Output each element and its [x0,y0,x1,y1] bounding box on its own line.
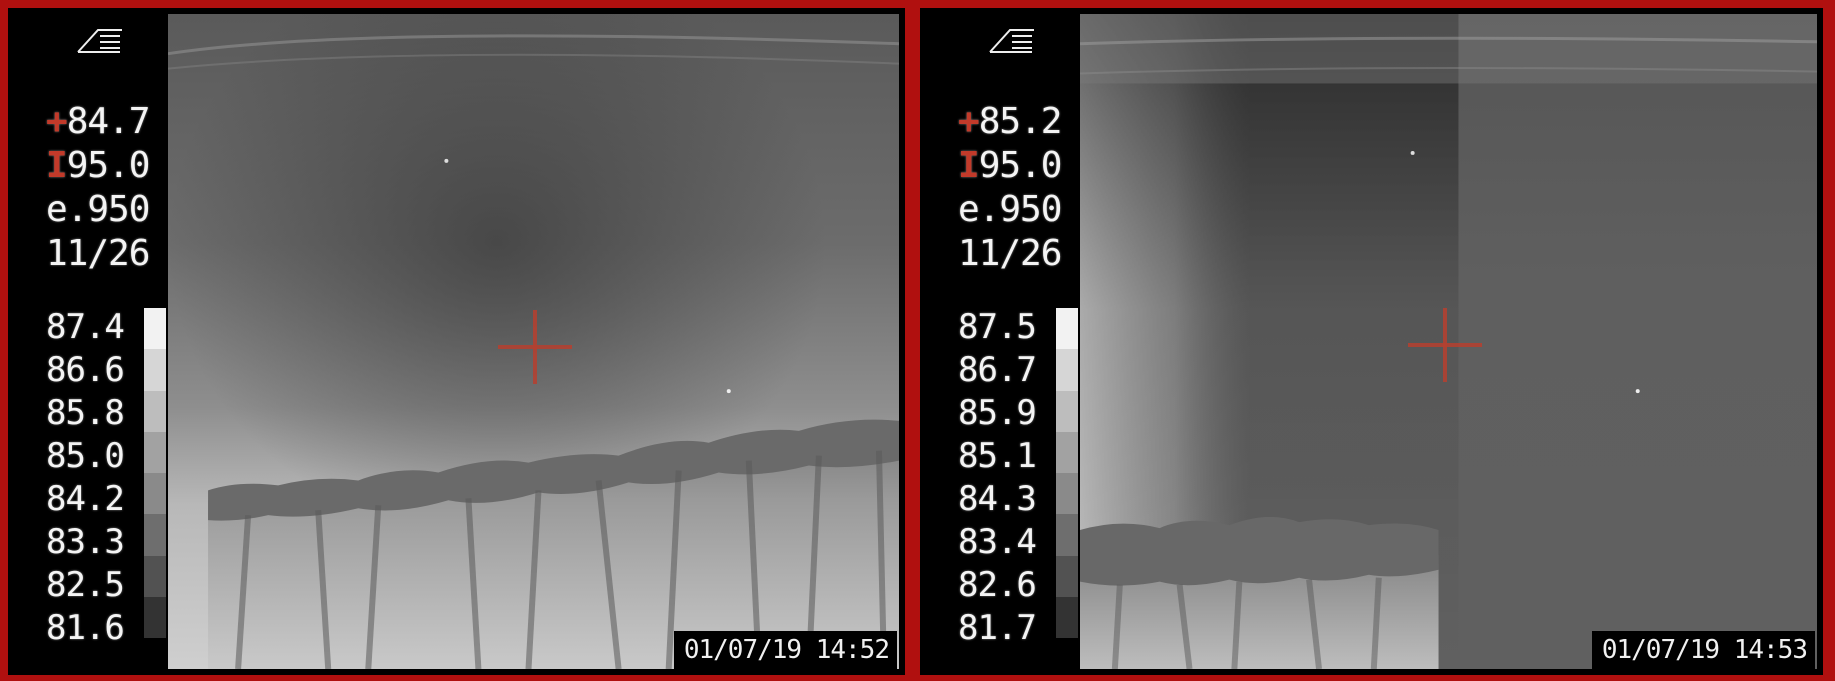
scale-swatch [144,390,166,432]
scale-label: 87.4 [46,307,125,347]
scale-label: 85.8 [46,393,125,433]
crosshair-icon [498,310,572,384]
camera-logo-icon [989,29,1034,53]
scale-swatch [144,596,166,638]
scale-swatch [144,473,166,515]
scale-label: 84.2 [46,479,125,519]
scale-swatch [1056,514,1078,556]
scale-swatch [144,349,166,391]
timestamp: 01/07/19 14:52 [673,631,897,669]
scale-label: 85.1 [958,436,1037,476]
scale-swatch [1056,390,1078,432]
timestamp: 01/07/19 14:53 [1591,631,1815,669]
temperature-scale-bar [144,308,166,638]
scale-label: 84.3 [958,479,1037,519]
camera-logo-icon [77,29,122,53]
scale-swatch [1056,555,1078,597]
readout-sidebar: +85.2 I95.0 e.950 11/26 87.5 86.7 85.9 8… [920,8,1080,675]
temperature-scale-labels: 87.5 86.7 85.9 85.1 84.3 83.4 82.6 81.7 [958,306,1037,650]
readout-sidebar: +84.7 I95.0 e.950 11/26 87.4 86.6 85.8 8… [8,8,168,675]
scale-swatch [144,514,166,556]
date-readout: 11/26 [46,233,150,274]
level-temperature: I95.0 [958,145,1062,186]
thermal-image [1080,14,1817,669]
scale-label: 87.5 [958,307,1037,347]
temperature-scale-labels: 87.4 86.6 85.8 85.0 84.2 83.3 82.5 81.6 [46,306,125,650]
thermal-panel-right: +85.2 I95.0 e.950 11/26 87.5 86.7 85.9 8… [920,8,1823,675]
scale-label: 81.7 [958,608,1037,648]
thermal-panel-left: +84.7 I95.0 e.950 11/26 87.4 86.6 85.8 8… [8,8,905,675]
scale-swatch [144,308,166,350]
temperature-scale-bar [1056,308,1078,638]
scale-label: 83.3 [46,522,125,562]
scale-label: 85.0 [46,436,125,476]
scale-swatch [144,431,166,473]
scale-label: 85.9 [958,393,1037,433]
scale-swatch [1056,349,1078,391]
date-readout: 11/26 [958,233,1062,274]
emissivity: e.950 [958,189,1062,230]
emissivity: e.950 [46,189,150,230]
scale-swatch [1056,473,1078,515]
scale-swatch [1056,431,1078,473]
scale-label: 86.6 [46,350,125,390]
scale-swatch [1056,596,1078,638]
scale-swatch [144,555,166,597]
spot-temperature: +85.2 [958,101,1062,142]
scale-label: 86.7 [958,350,1037,390]
scale-label: 82.6 [958,565,1037,605]
spot-temperature: +84.7 [46,101,150,142]
crosshair-icon [1408,308,1482,382]
level-temperature: I95.0 [46,145,150,186]
scale-swatch [1056,308,1078,350]
scale-label: 83.4 [958,522,1037,562]
scale-label: 82.5 [46,565,125,605]
scale-label: 81.6 [46,608,125,648]
